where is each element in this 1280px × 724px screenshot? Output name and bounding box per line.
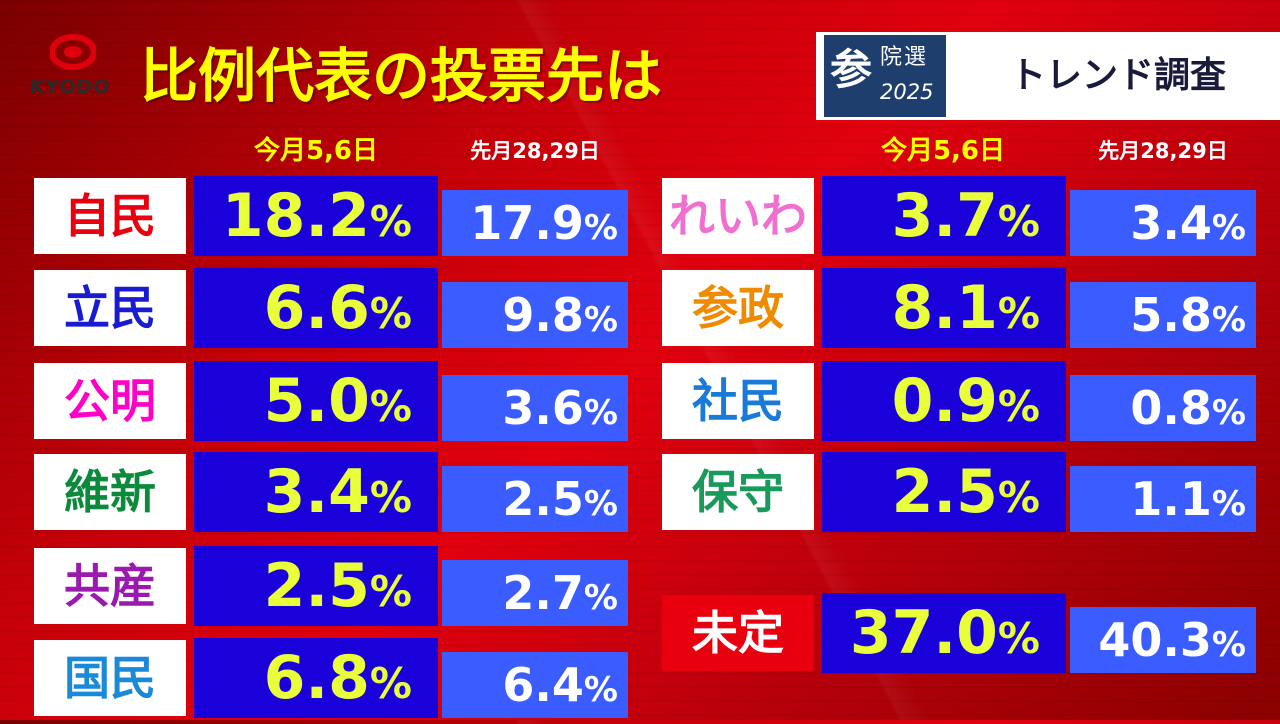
previous-value-row-0: 17.9% (442, 190, 628, 256)
previous-percent-sign: % (583, 484, 618, 524)
current-value-text: 8.1 (891, 273, 998, 343)
current-value-text: 3.4 (263, 457, 370, 527)
current-value-text: 37.0 (849, 598, 998, 668)
party-label-row-6: れいわ (662, 178, 814, 254)
party-label-row-2: 公明 (34, 363, 186, 439)
emblem-big-char: 参 (830, 45, 873, 94)
previous-percent-sign: % (1211, 393, 1246, 433)
previous-value-row-1: 9.8% (442, 282, 628, 348)
header-previous-right: 先月28,29日 (1098, 139, 1228, 163)
previous-value-text: 2.7 (502, 566, 584, 620)
current-value-row-6: 3.7% (822, 176, 1066, 256)
election-badge: 参 院選 2025 トレンド調査 (816, 32, 1280, 120)
current-value-text: 6.6 (263, 273, 370, 343)
previous-value-text: 40.3 (1098, 613, 1212, 667)
current-percent-sign: % (369, 289, 412, 338)
current-value-row-7: 8.1% (822, 268, 1066, 348)
kyodo-logo-text: KYODO (29, 76, 111, 98)
current-percent-sign: % (997, 197, 1040, 246)
current-percent-sign: % (369, 659, 412, 708)
party-label-row-3: 維新 (34, 454, 186, 530)
kyodo-logo: KYODO (14, 34, 126, 104)
previous-percent-sign: % (1211, 625, 1246, 665)
current-value-row-1: 6.6% (194, 268, 438, 348)
previous-percent-sign: % (583, 300, 618, 340)
previous-percent-sign: % (583, 670, 618, 710)
current-value-text: 5.0 (263, 366, 370, 436)
previous-value-text: 6.4 (502, 658, 584, 712)
current-percent-sign: % (369, 382, 412, 431)
kyodo-logo-mark-icon (50, 34, 96, 70)
previous-percent-sign: % (583, 578, 618, 618)
election-emblem: 参 院選 2025 (824, 35, 946, 117)
trend-survey-label: トレンド調査 (1009, 55, 1226, 96)
current-value-text: 18.2 (221, 181, 370, 251)
previous-value-row-7: 5.8% (1070, 282, 1256, 348)
header-current-right: 今月5,6日 (880, 136, 1006, 166)
current-percent-sign: % (997, 289, 1040, 338)
previous-value-text: 9.8 (502, 288, 584, 342)
party-label-row-10: 未定 (662, 595, 814, 671)
previous-value-row-8: 0.8% (1070, 375, 1256, 441)
previous-value-row-6: 3.4% (1070, 190, 1256, 256)
party-label-row-8: 社民 (662, 363, 814, 439)
current-value-row-8: 0.9% (822, 361, 1066, 441)
previous-value-text: 2.5 (502, 472, 584, 526)
current-value-row-3: 3.4% (194, 452, 438, 532)
header-previous-left: 先月28,29日 (470, 139, 600, 163)
party-label-row-9: 保守 (662, 454, 814, 530)
emblem-year: 2025 (880, 80, 934, 104)
page-title: 比例代表の投票先は (140, 42, 663, 110)
current-value-row-0: 18.2% (194, 176, 438, 256)
previous-value-row-3: 2.5% (442, 466, 628, 532)
current-percent-sign: % (997, 614, 1040, 663)
current-percent-sign: % (997, 473, 1040, 522)
previous-value-text: 5.8 (1130, 288, 1212, 342)
previous-value-row-9: 1.1% (1070, 466, 1256, 532)
previous-percent-sign: % (583, 208, 618, 248)
party-label-row-7: 参政 (662, 270, 814, 346)
party-label-row-4: 共産 (34, 548, 186, 624)
current-percent-sign: % (997, 382, 1040, 431)
current-value-row-9: 2.5% (822, 452, 1066, 532)
previous-value-row-4: 2.7% (442, 560, 628, 626)
current-value-text: 0.9 (891, 366, 998, 436)
current-value-row-4: 2.5% (194, 546, 438, 626)
previous-value-text: 3.4 (1130, 196, 1212, 250)
current-value-text: 3.7 (891, 181, 998, 251)
current-value-text: 2.5 (891, 457, 998, 527)
current-value-row-5: 6.8% (194, 638, 438, 718)
party-label-row-0: 自民 (34, 178, 186, 254)
previous-percent-sign: % (1211, 208, 1246, 248)
current-percent-sign: % (369, 473, 412, 522)
previous-percent-sign: % (1211, 484, 1246, 524)
previous-value-text: 0.8 (1130, 381, 1212, 435)
emblem-small-text: 院選 (880, 45, 929, 70)
current-value-row-2: 5.0% (194, 361, 438, 441)
party-label-row-5: 国民 (34, 640, 186, 716)
previous-percent-sign: % (1211, 300, 1246, 340)
current-value-row-10: 37.0% (822, 593, 1066, 673)
previous-value-row-5: 6.4% (442, 652, 628, 718)
previous-value-row-10: 40.3% (1070, 607, 1256, 673)
previous-percent-sign: % (583, 393, 618, 433)
previous-value-text: 3.6 (502, 381, 584, 435)
current-percent-sign: % (369, 567, 412, 616)
current-value-text: 6.8 (263, 643, 370, 713)
current-percent-sign: % (369, 197, 412, 246)
party-label-row-1: 立民 (34, 270, 186, 346)
previous-value-row-2: 3.6% (442, 375, 628, 441)
header-current-left: 今月5,6日 (253, 136, 379, 166)
previous-value-text: 17.9 (470, 196, 584, 250)
previous-value-text: 1.1 (1130, 472, 1212, 526)
current-value-text: 2.5 (263, 551, 370, 621)
